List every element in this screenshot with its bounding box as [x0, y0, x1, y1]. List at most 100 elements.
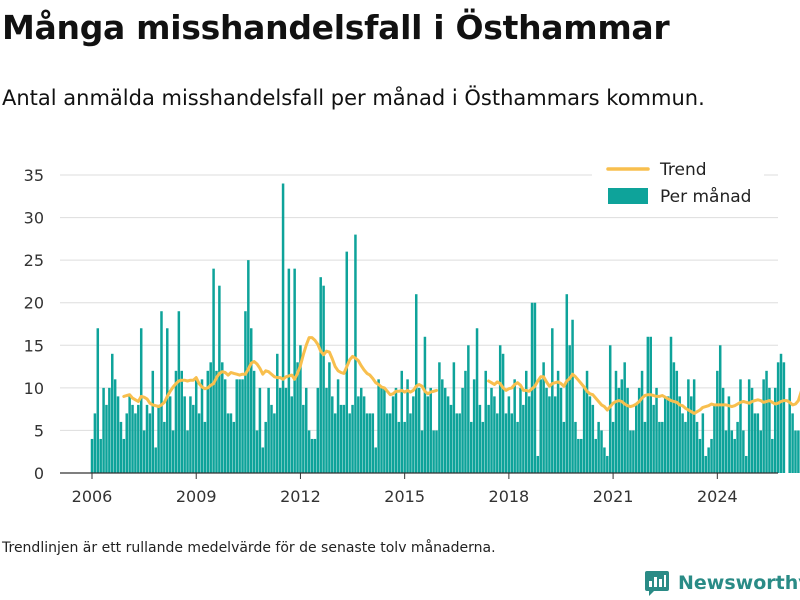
bar — [406, 379, 409, 473]
trend-line — [122, 336, 438, 409]
bar — [304, 387, 308, 473]
bar — [788, 387, 791, 473]
bar — [134, 413, 137, 473]
bar — [438, 362, 441, 473]
bar — [371, 413, 375, 473]
bar — [733, 438, 736, 473]
bar — [484, 370, 487, 473]
x-tick-label: 2018 — [489, 487, 530, 506]
bar — [498, 345, 502, 473]
bar — [397, 421, 401, 473]
bar — [426, 396, 430, 473]
bar — [235, 379, 238, 473]
bar — [475, 328, 479, 473]
bar — [333, 413, 337, 473]
bar — [771, 438, 774, 473]
y-axis-ticks: 0 5 10 15 20 25 30 35 — [24, 166, 44, 483]
bar — [684, 421, 687, 473]
bar — [580, 438, 583, 473]
bar — [490, 387, 493, 473]
brand-logo[interactable]: Newsworthy — [644, 569, 800, 597]
y-tick-label: 30 — [24, 209, 44, 228]
bar — [747, 379, 751, 473]
bar — [501, 353, 505, 473]
bar — [481, 421, 485, 473]
y-tick-label: 5 — [34, 421, 44, 440]
trend-line — [487, 372, 800, 415]
bar — [166, 328, 169, 473]
bar — [186, 430, 189, 473]
bar — [690, 396, 693, 473]
bar — [183, 396, 186, 473]
x-tick-label: 2021 — [593, 487, 634, 506]
bar — [663, 396, 667, 473]
bar — [661, 421, 664, 473]
x-tick-label: 2012 — [280, 487, 321, 506]
bar — [467, 345, 470, 473]
bar — [730, 430, 734, 473]
bar — [342, 404, 346, 473]
bar — [148, 413, 152, 473]
bar — [192, 404, 195, 473]
y-tick-label: 25 — [24, 251, 44, 270]
bar — [727, 396, 731, 473]
bar — [180, 370, 183, 473]
bar — [359, 387, 363, 473]
bar — [348, 413, 351, 473]
bar — [469, 421, 473, 473]
bar — [131, 404, 134, 473]
bar — [687, 379, 690, 473]
y-tick-label: 20 — [24, 294, 44, 313]
bar — [582, 387, 586, 473]
bar — [545, 387, 548, 473]
bar — [238, 379, 241, 473]
bar — [420, 430, 424, 473]
bar — [365, 413, 369, 473]
bar — [571, 319, 574, 473]
bar — [556, 370, 560, 473]
bar — [380, 387, 383, 473]
x-axis-ticks: 2006 2009 2012 2015 2018 2021 2024 — [72, 473, 738, 506]
bar — [273, 413, 276, 473]
bar — [548, 396, 551, 473]
bar — [739, 379, 742, 473]
bar — [519, 387, 522, 473]
bar — [510, 413, 514, 473]
y-tick-label: 15 — [24, 336, 44, 355]
bar — [252, 370, 256, 473]
bar — [203, 421, 207, 473]
bar — [435, 430, 438, 473]
bar — [414, 294, 418, 473]
bar — [206, 370, 210, 473]
bar — [637, 387, 641, 473]
bar — [455, 413, 459, 473]
bar — [244, 311, 247, 473]
bar — [632, 430, 635, 473]
bar — [487, 404, 490, 473]
bar — [90, 438, 94, 473]
bar — [261, 447, 265, 473]
bar — [125, 413, 128, 473]
bar — [675, 370, 679, 473]
bar — [542, 362, 545, 473]
bar — [626, 387, 629, 473]
bar — [137, 404, 140, 473]
bar — [307, 430, 311, 473]
legend-bar-label: Per månad — [660, 186, 751, 207]
bar — [608, 345, 612, 473]
bar — [316, 387, 320, 473]
bar — [226, 413, 230, 473]
bar — [493, 396, 496, 473]
bar — [351, 404, 354, 473]
bar — [464, 370, 467, 473]
bar — [357, 396, 360, 473]
bar — [606, 455, 609, 473]
bar — [478, 404, 482, 473]
bar — [409, 413, 412, 473]
bar — [319, 277, 322, 473]
bar — [446, 396, 450, 473]
legend: Trend Per månad — [592, 158, 764, 214]
bar — [594, 438, 597, 473]
bar — [345, 251, 349, 473]
bar — [403, 421, 406, 473]
